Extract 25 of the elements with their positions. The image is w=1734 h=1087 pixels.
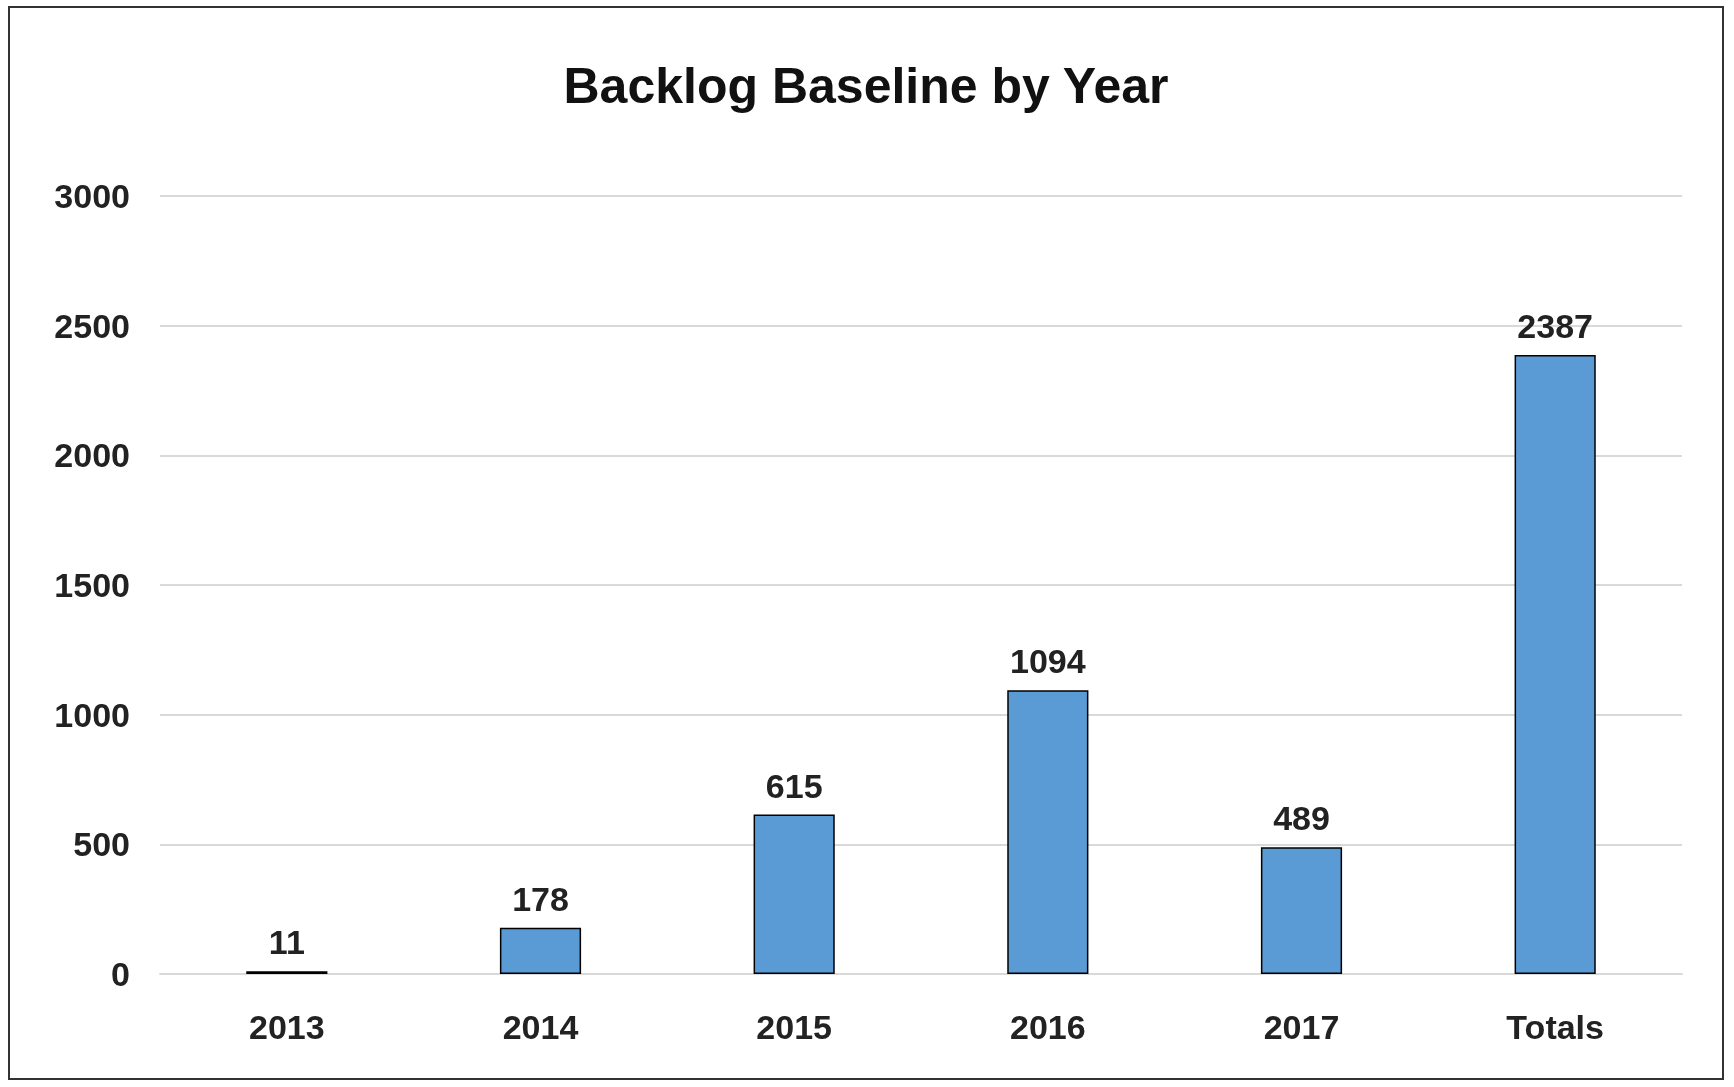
bar bbox=[1007, 690, 1089, 974]
x-tick-label: 2015 bbox=[756, 1008, 832, 1046]
bar bbox=[1514, 354, 1596, 974]
data-label: 615 bbox=[765, 766, 823, 805]
y-tick-label: 3000 bbox=[54, 177, 130, 215]
bar bbox=[753, 814, 835, 974]
x-tick-label: 2014 bbox=[502, 1008, 579, 1046]
chart-title: Backlog Baseline by Year bbox=[563, 58, 1169, 114]
x-tick-label: 2017 bbox=[1263, 1008, 1340, 1046]
x-tick-label: 2016 bbox=[1010, 1008, 1086, 1046]
data-label: 2387 bbox=[1517, 306, 1593, 345]
data-label: 178 bbox=[512, 879, 569, 918]
y-tick-label: 0 bbox=[111, 955, 130, 993]
y-tick-label: 500 bbox=[73, 825, 130, 864]
bar bbox=[1260, 847, 1343, 974]
y-tick-label: 1500 bbox=[54, 566, 130, 604]
data-label: 489 bbox=[1273, 799, 1330, 838]
x-tick-label: 2013 bbox=[249, 1008, 325, 1046]
y-tick-label: 1000 bbox=[54, 695, 130, 734]
y-tick-label: 2500 bbox=[54, 306, 130, 345]
x-tick-label: Totals bbox=[1506, 1008, 1604, 1046]
bar bbox=[499, 927, 582, 974]
y-tick-label: 2000 bbox=[54, 436, 130, 475]
data-label: 1094 bbox=[1010, 642, 1086, 681]
data-label: 11 bbox=[268, 923, 305, 962]
